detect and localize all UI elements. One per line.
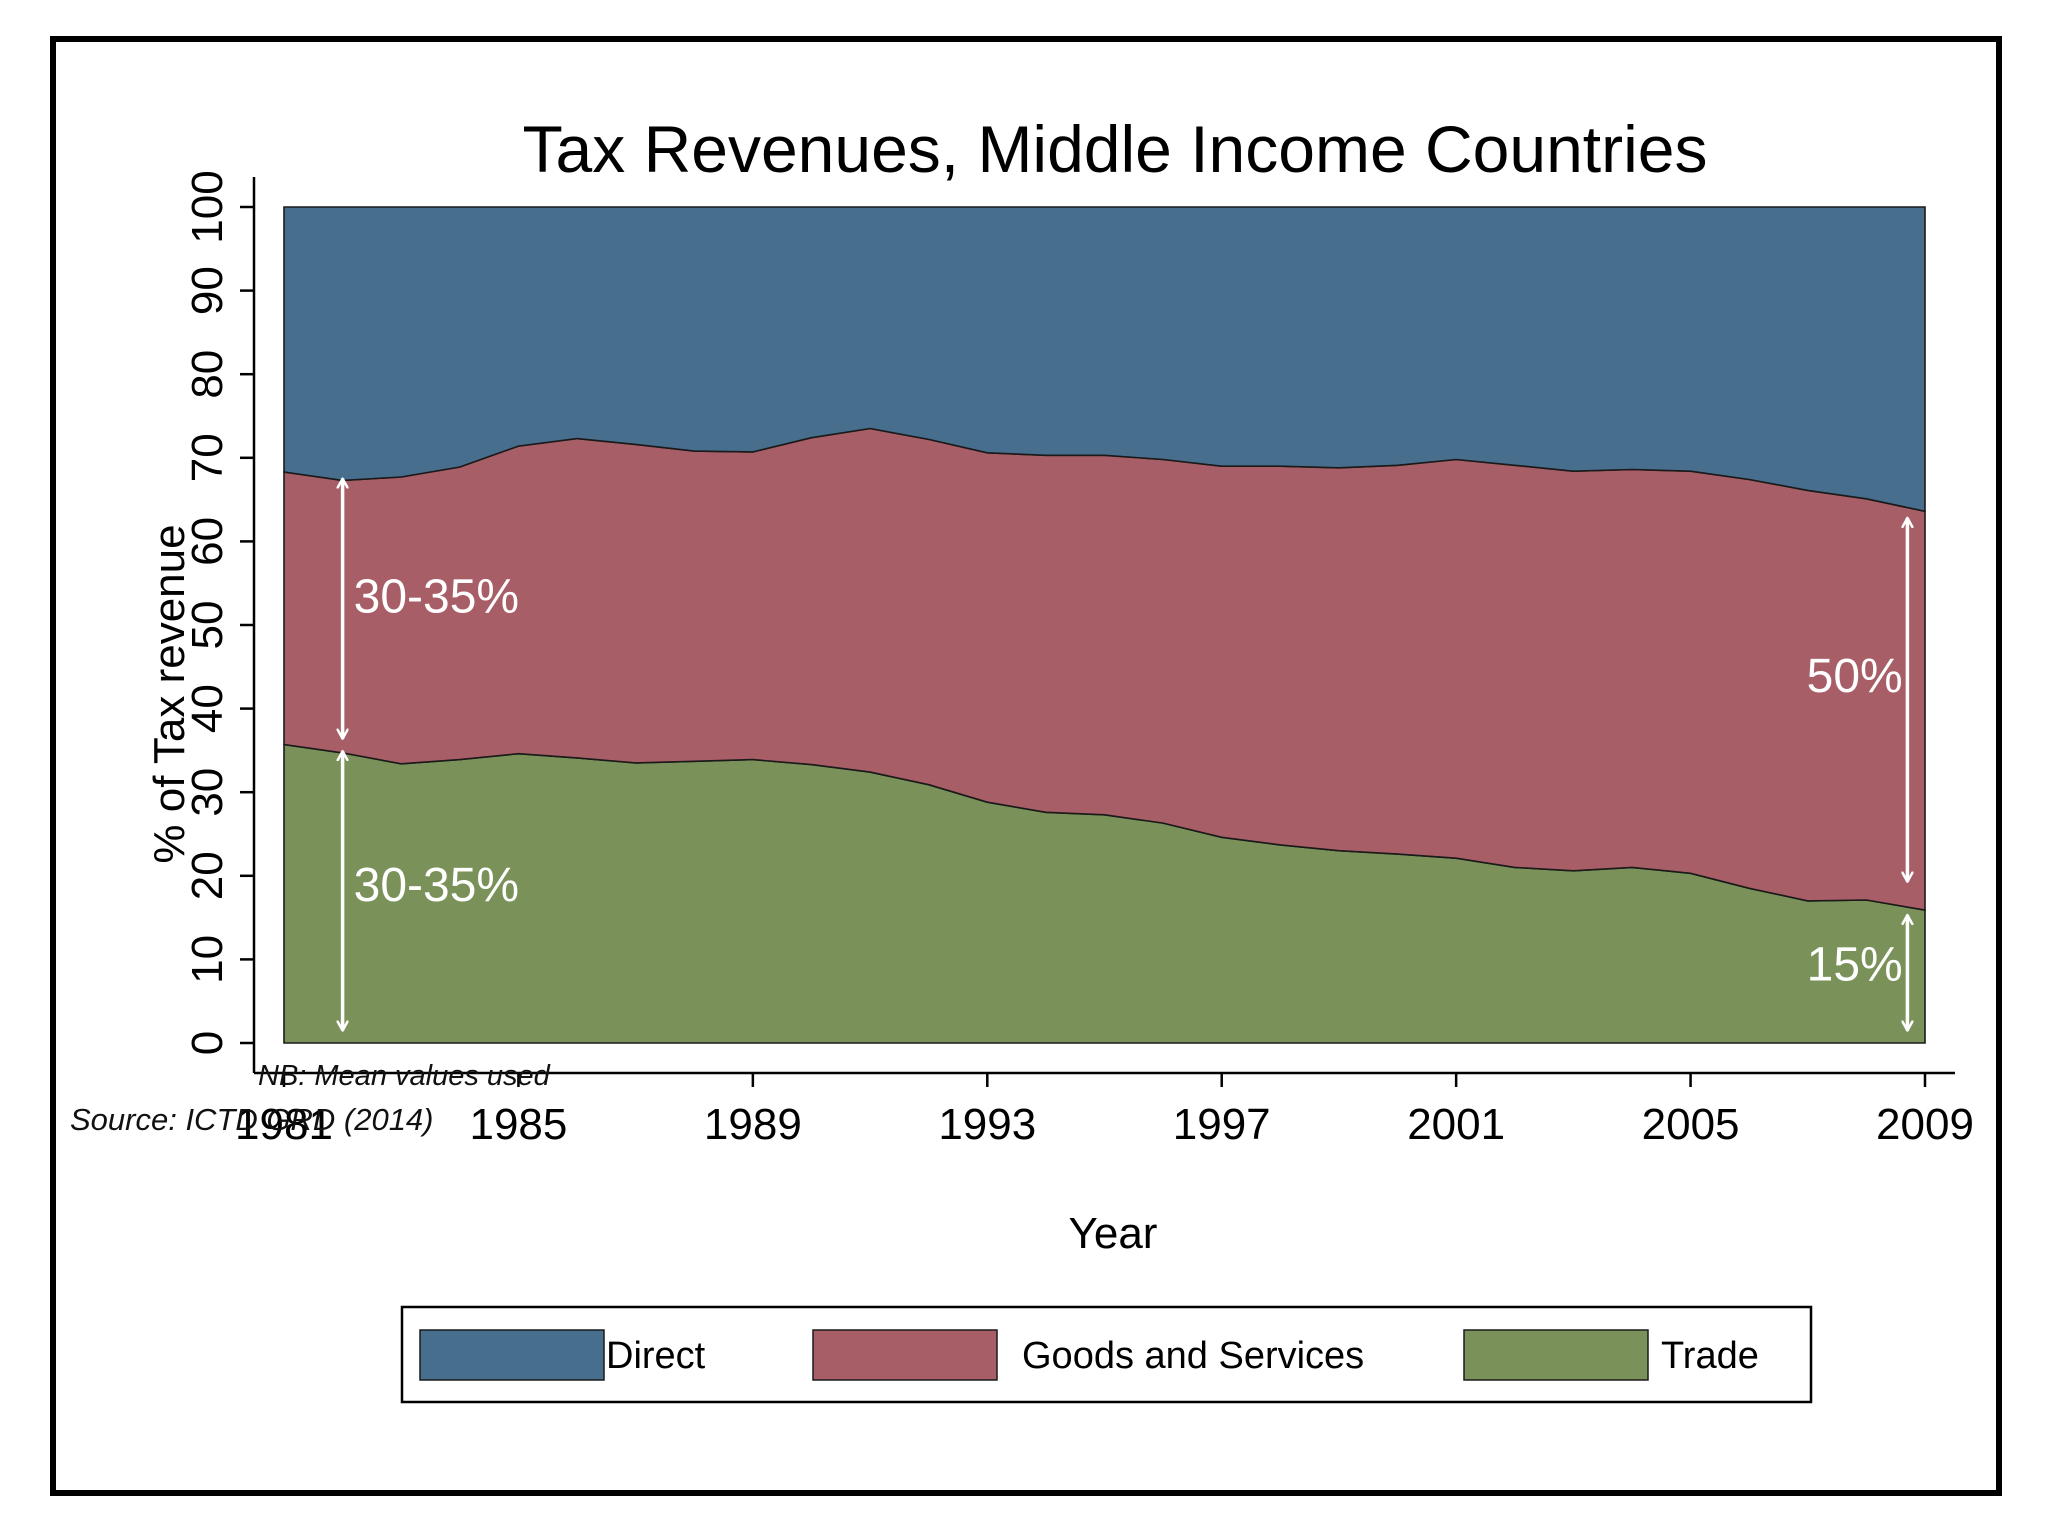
x-tick-label: 2005	[1642, 1100, 1740, 1149]
legend: Direct Goods and Services Trade	[400, 1305, 1813, 1404]
y-tick-label: 60	[183, 517, 232, 566]
y-tick-label: 70	[183, 433, 232, 482]
y-tick-label: 90	[183, 266, 232, 315]
x-tick-label: 1989	[704, 1100, 802, 1149]
legend-label-goods-and-services: Goods and Services	[1022, 1335, 1364, 1377]
chart-title: Tax Revenues, Middle Income Countries	[523, 112, 1708, 186]
y-tick-label: 20	[183, 851, 232, 900]
legend-label-trade: Trade	[1661, 1335, 1759, 1377]
stacked-area-chart: Tax Revenues, Middle Income Countries 19…	[145, 112, 1974, 1404]
annotation-label: 50%	[1807, 650, 1903, 703]
x-tick-label: 2009	[1876, 1100, 1974, 1149]
x-axis-label: Year	[1069, 1209, 1158, 1258]
x-tick-label: 2001	[1407, 1100, 1505, 1149]
y-tick-label: 80	[183, 350, 232, 399]
annotation-label: 15%	[1807, 938, 1903, 991]
legend-label-direct: Direct	[606, 1335, 706, 1377]
area-direct	[283, 206, 1926, 513]
chart-frame: Tax Revenues, Middle Income Countries 19…	[50, 36, 2002, 1496]
x-tick-label: 1997	[1173, 1100, 1271, 1149]
y-axis-label: % of Tax revenue	[145, 524, 194, 863]
y-tick-label: 30	[183, 768, 232, 817]
annotation-label: 30-35%	[354, 570, 519, 623]
y-tick-label: 50	[183, 601, 232, 650]
legend-swatch-goods-and-services	[812, 1329, 998, 1381]
x-tick-label: 1993	[938, 1100, 1036, 1149]
source-note: Source: ICTD GRD (2014)	[70, 1102, 434, 1137]
y-tick-label: 40	[183, 684, 232, 733]
legend-swatch-trade	[1463, 1329, 1649, 1381]
y-tick-label: 100	[183, 170, 232, 243]
y-tick-label: 10	[183, 935, 232, 984]
annotation-label: 30-35%	[354, 859, 519, 912]
x-tick-label: 1985	[469, 1100, 567, 1149]
x-tick-label: 1981	[235, 1100, 333, 1149]
legend-swatch-direct	[419, 1329, 605, 1381]
nb-note: NB: Mean values used	[258, 1060, 550, 1092]
y-tick-label: 0	[183, 1031, 232, 1055]
